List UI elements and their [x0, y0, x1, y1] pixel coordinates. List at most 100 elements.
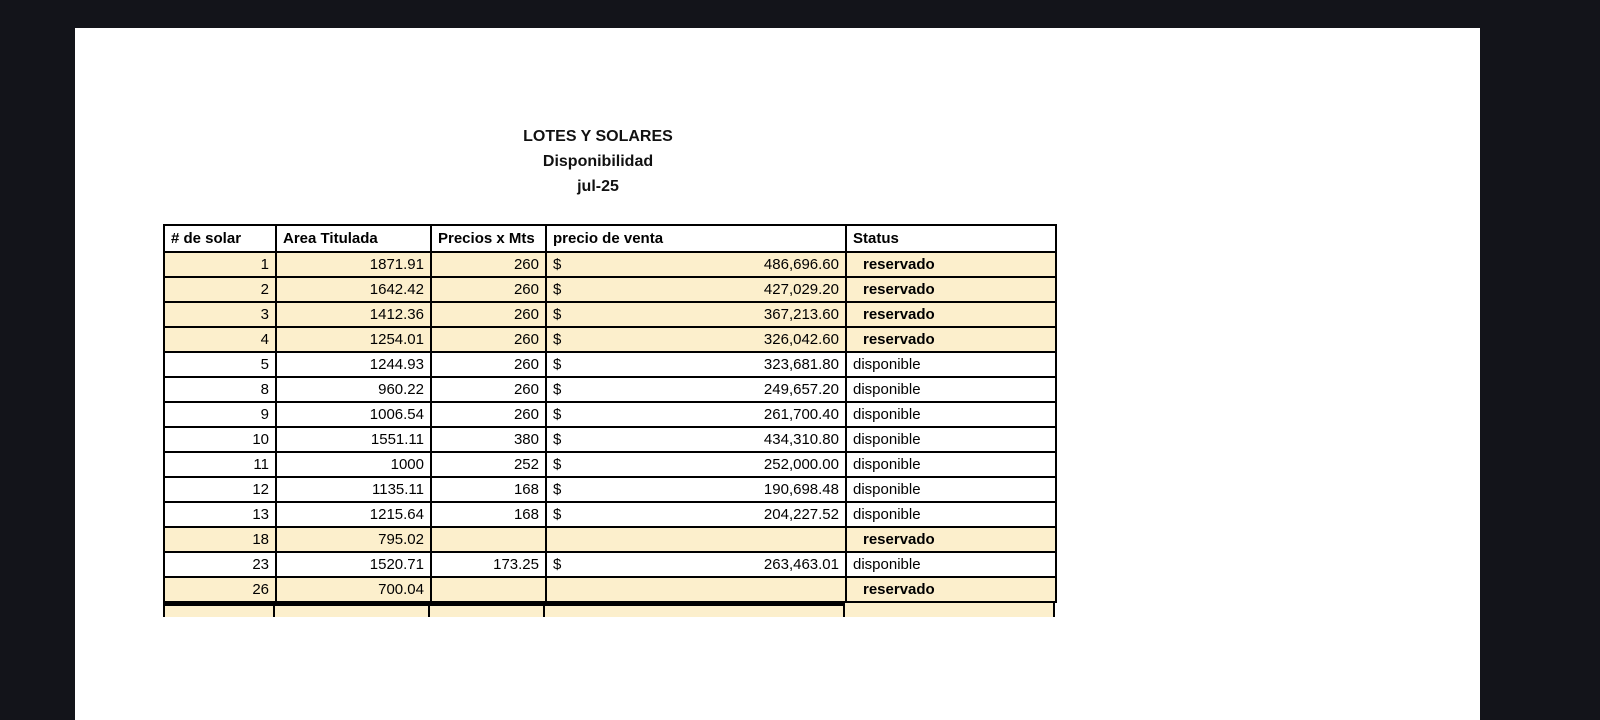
currency-symbol: $ — [553, 381, 562, 398]
cell-precio-mts: 260 — [430, 251, 547, 278]
cell-venta: $204,227.52 — [545, 501, 847, 528]
cell-status: reservado — [845, 526, 1057, 553]
cell-venta: $261,700.40 — [545, 401, 847, 428]
currency-symbol: $ — [553, 331, 562, 348]
cell-status: reservado — [845, 326, 1057, 353]
cell-status: disponible — [845, 401, 1057, 428]
doc-subtitle: Disponibilidad — [542, 153, 654, 170]
cell-area: 1254.01 — [275, 326, 432, 353]
table-row: 11 1000 252 $252,000.00 disponible — [163, 451, 1057, 478]
col-header-precio-mts: Precios x Mts — [430, 224, 547, 253]
cell-solar: 4 — [163, 326, 277, 353]
cutoff-cell — [845, 603, 1055, 617]
cell-precio-mts: 260 — [430, 276, 547, 303]
currency-symbol: $ — [553, 456, 562, 473]
table-row: 10 1551.11 380 $434,310.80 disponible — [163, 426, 1057, 453]
cell-status: reservado — [845, 276, 1057, 303]
table-row: 8 960.22 260 $249,657.20 disponible — [163, 376, 1057, 403]
venta-amount: 263,463.01 — [763, 556, 839, 573]
cell-precio-mts: 260 — [430, 376, 547, 403]
venta-amount: 434,310.80 — [763, 431, 839, 448]
col-header-venta: precio de venta — [545, 224, 847, 253]
cell-precio-mts: 168 — [430, 501, 547, 528]
cell-precio-mts: 260 — [430, 351, 547, 378]
table-row: 1 1871.91 260 $486,696.60 reservado — [163, 251, 1057, 278]
cell-precio-mts: 252 — [430, 451, 547, 478]
cell-solar: 2 — [163, 276, 277, 303]
venta-amount: 249,657.20 — [763, 381, 839, 398]
cell-solar: 5 — [163, 351, 277, 378]
cell-venta: $434,310.80 — [545, 426, 847, 453]
doc-date: jul-25 — [577, 178, 619, 195]
cell-status: disponible — [845, 351, 1057, 378]
cutoff-next-row — [163, 603, 1055, 617]
cell-area: 1244.93 — [275, 351, 432, 378]
cell-area: 1006.54 — [275, 401, 432, 428]
cell-area: 1000 — [275, 451, 432, 478]
cell-area: 1135.11 — [275, 476, 432, 503]
document-page: LOTES Y SOLARES Disponibilidad jul-25 # … — [75, 28, 1480, 720]
cell-solar: 9 — [163, 401, 277, 428]
cell-area: 960.22 — [275, 376, 432, 403]
cell-solar: 18 — [163, 526, 277, 553]
venta-amount: 326,042.60 — [763, 331, 839, 348]
currency-symbol: $ — [553, 481, 562, 498]
currency-symbol: $ — [553, 506, 562, 523]
currency-symbol: $ — [553, 556, 562, 573]
cell-status: disponible — [845, 451, 1057, 478]
table-row: 4 1254.01 260 $326,042.60 reservado — [163, 326, 1057, 353]
col-header-solar: # de solar — [163, 224, 277, 253]
cutoff-cell — [545, 603, 845, 617]
cell-precio-mts: 260 — [430, 301, 547, 328]
lots-table-container: # de solar Area Titulada Precios x Mts p… — [163, 224, 1057, 617]
cell-status: disponible — [845, 551, 1057, 578]
table-row: 13 1215.64 168 $204,227.52 disponible — [163, 501, 1057, 528]
cell-area: 795.02 — [275, 526, 432, 553]
cell-venta: $326,042.60 — [545, 326, 847, 353]
venta-amount: 204,227.52 — [763, 506, 839, 523]
cell-venta: $252,000.00 — [545, 451, 847, 478]
cell-area: 1551.11 — [275, 426, 432, 453]
cell-solar: 8 — [163, 376, 277, 403]
cell-solar: 23 — [163, 551, 277, 578]
currency-symbol: $ — [553, 406, 562, 423]
cell-venta: $367,213.60 — [545, 301, 847, 328]
cell-status: disponible — [845, 476, 1057, 503]
cell-venta: $190,698.48 — [545, 476, 847, 503]
cell-venta: $427,029.20 — [545, 276, 847, 303]
venta-amount: 367,213.60 — [763, 306, 839, 323]
cell-status: disponible — [845, 501, 1057, 528]
cell-solar: 12 — [163, 476, 277, 503]
table-row: 9 1006.54 260 $261,700.40 disponible — [163, 401, 1057, 428]
venta-amount: 323,681.80 — [763, 356, 839, 373]
cell-venta — [545, 526, 847, 553]
cell-solar: 3 — [163, 301, 277, 328]
cell-solar: 26 — [163, 576, 277, 603]
table-row: 5 1244.93 260 $323,681.80 disponible — [163, 351, 1057, 378]
table-row: 3 1412.36 260 $367,213.60 reservado — [163, 301, 1057, 328]
cell-status: disponible — [845, 376, 1057, 403]
cell-status: disponible — [845, 426, 1057, 453]
currency-symbol: $ — [553, 281, 562, 298]
cutoff-cell — [430, 603, 545, 617]
currency-symbol: $ — [553, 306, 562, 323]
document-title-block: LOTES Y SOLARES Disponibilidad jul-25 — [448, 124, 748, 199]
cell-status: reservado — [845, 576, 1057, 603]
col-header-status: Status — [845, 224, 1057, 253]
cell-precio-mts: 168 — [430, 476, 547, 503]
lots-table: # de solar Area Titulada Precios x Mts p… — [163, 224, 1057, 603]
cell-area: 1215.64 — [275, 501, 432, 528]
cell-solar: 1 — [163, 251, 277, 278]
cell-area: 1520.71 — [275, 551, 432, 578]
cutoff-cell — [275, 603, 430, 617]
doc-title: LOTES Y SOLARES — [523, 128, 673, 145]
venta-amount: 261,700.40 — [763, 406, 839, 423]
table-row: 12 1135.11 168 $190,698.48 disponible — [163, 476, 1057, 503]
cell-venta: $486,696.60 — [545, 251, 847, 278]
cell-status: reservado — [845, 301, 1057, 328]
cell-solar: 11 — [163, 451, 277, 478]
cell-area: 1642.42 — [275, 276, 432, 303]
col-header-area: Area Titulada — [275, 224, 432, 253]
cutoff-cell — [163, 603, 275, 617]
venta-amount: 427,029.20 — [763, 281, 839, 298]
